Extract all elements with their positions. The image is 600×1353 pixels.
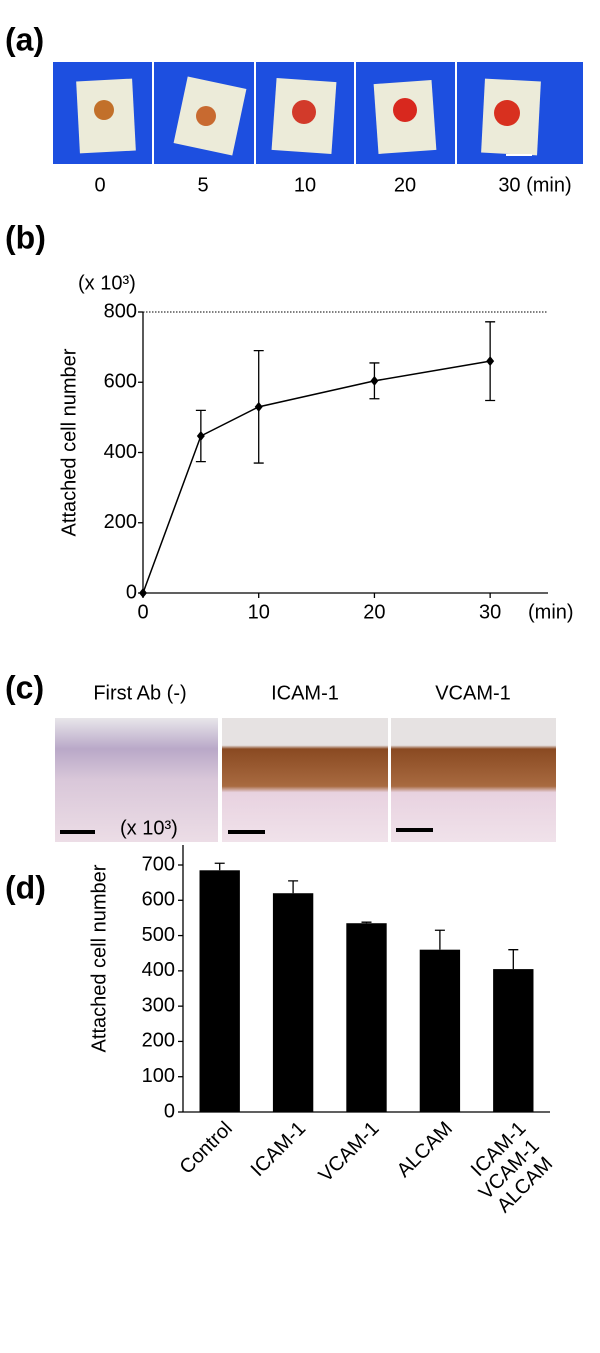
x-tick-label-line: VCAM-1 — [315, 1118, 384, 1187]
bar — [346, 923, 387, 1112]
y-tick-label: 700 — [142, 853, 175, 875]
bar — [272, 893, 314, 1112]
y-tick-label: 400 — [142, 959, 175, 981]
x-unit: (min) — [528, 601, 574, 623]
photo-strip-a — [53, 62, 583, 164]
y-axis-title: Attached cell number — [88, 864, 110, 1052]
y-tick-label: 100 — [142, 1065, 175, 1087]
y-tick-label: 500 — [142, 924, 175, 946]
bar — [419, 949, 461, 1112]
x-tick-label: VCAM-1 — [315, 1118, 384, 1187]
x-tick-label: 30 — [479, 601, 501, 623]
y-tick-label: 0 — [164, 1100, 175, 1122]
error-bar — [288, 880, 299, 894]
photo-caption: VCAM-1 — [435, 682, 511, 704]
bar — [199, 870, 240, 1112]
y-tick-label: 300 — [142, 994, 175, 1016]
x-tick-label: 10 — [248, 601, 270, 623]
panel-label: (c) — [5, 669, 44, 705]
error-bar — [434, 929, 445, 950]
error-bar — [508, 949, 519, 970]
x-tick-label-line: ALCAM — [393, 1118, 457, 1182]
point — [370, 375, 379, 386]
photo-strip-c — [55, 718, 556, 842]
y-tick-label: 600 — [104, 371, 137, 393]
x-tick-label: 20 — [363, 601, 385, 623]
y-unit: (x 10³) — [78, 272, 136, 294]
y-tick-label: 200 — [104, 511, 137, 533]
point — [196, 430, 205, 441]
point — [254, 401, 263, 412]
y-tick-label: 400 — [104, 441, 137, 463]
point — [486, 356, 495, 367]
panel-label: (b) — [5, 219, 46, 255]
photo-caption: 0 — [94, 174, 105, 196]
y-tick-label: 0 — [126, 581, 137, 603]
panel-label: (a) — [5, 21, 44, 57]
x-tick-label: ICAM-1 — [247, 1118, 310, 1181]
line — [142, 360, 491, 594]
y-axis-title: Attached cell number — [58, 348, 80, 536]
photo-caption: 30 (min) — [498, 174, 571, 196]
x-tick-label-line: Control — [176, 1118, 237, 1179]
photo-caption: 20 — [394, 174, 416, 196]
x-tick-label: Control — [176, 1118, 237, 1179]
error-bar — [214, 862, 225, 871]
photo-caption: First Ab (-) — [93, 682, 186, 704]
point — [139, 588, 147, 598]
x-tick-label: ALCAM — [393, 1118, 457, 1182]
photo-caption: 5 — [197, 174, 208, 196]
bar — [493, 969, 534, 1112]
x-tick-label: ICAM-1VCAM-1ALCAM — [459, 1118, 561, 1220]
x-tick-label: 0 — [137, 601, 148, 623]
x-tick-label-line: ICAM-1 — [247, 1118, 310, 1181]
photo-caption: ICAM-1 — [271, 682, 339, 704]
y-tick-label: 600 — [142, 889, 175, 911]
y-tick-label: 800 — [104, 300, 137, 322]
y-tick-label: 200 — [142, 1030, 175, 1052]
error-bar — [361, 921, 372, 924]
photo-caption: 10 — [294, 174, 316, 196]
y-unit: (x 10³) — [120, 817, 178, 839]
panel-label: (d) — [5, 869, 46, 905]
